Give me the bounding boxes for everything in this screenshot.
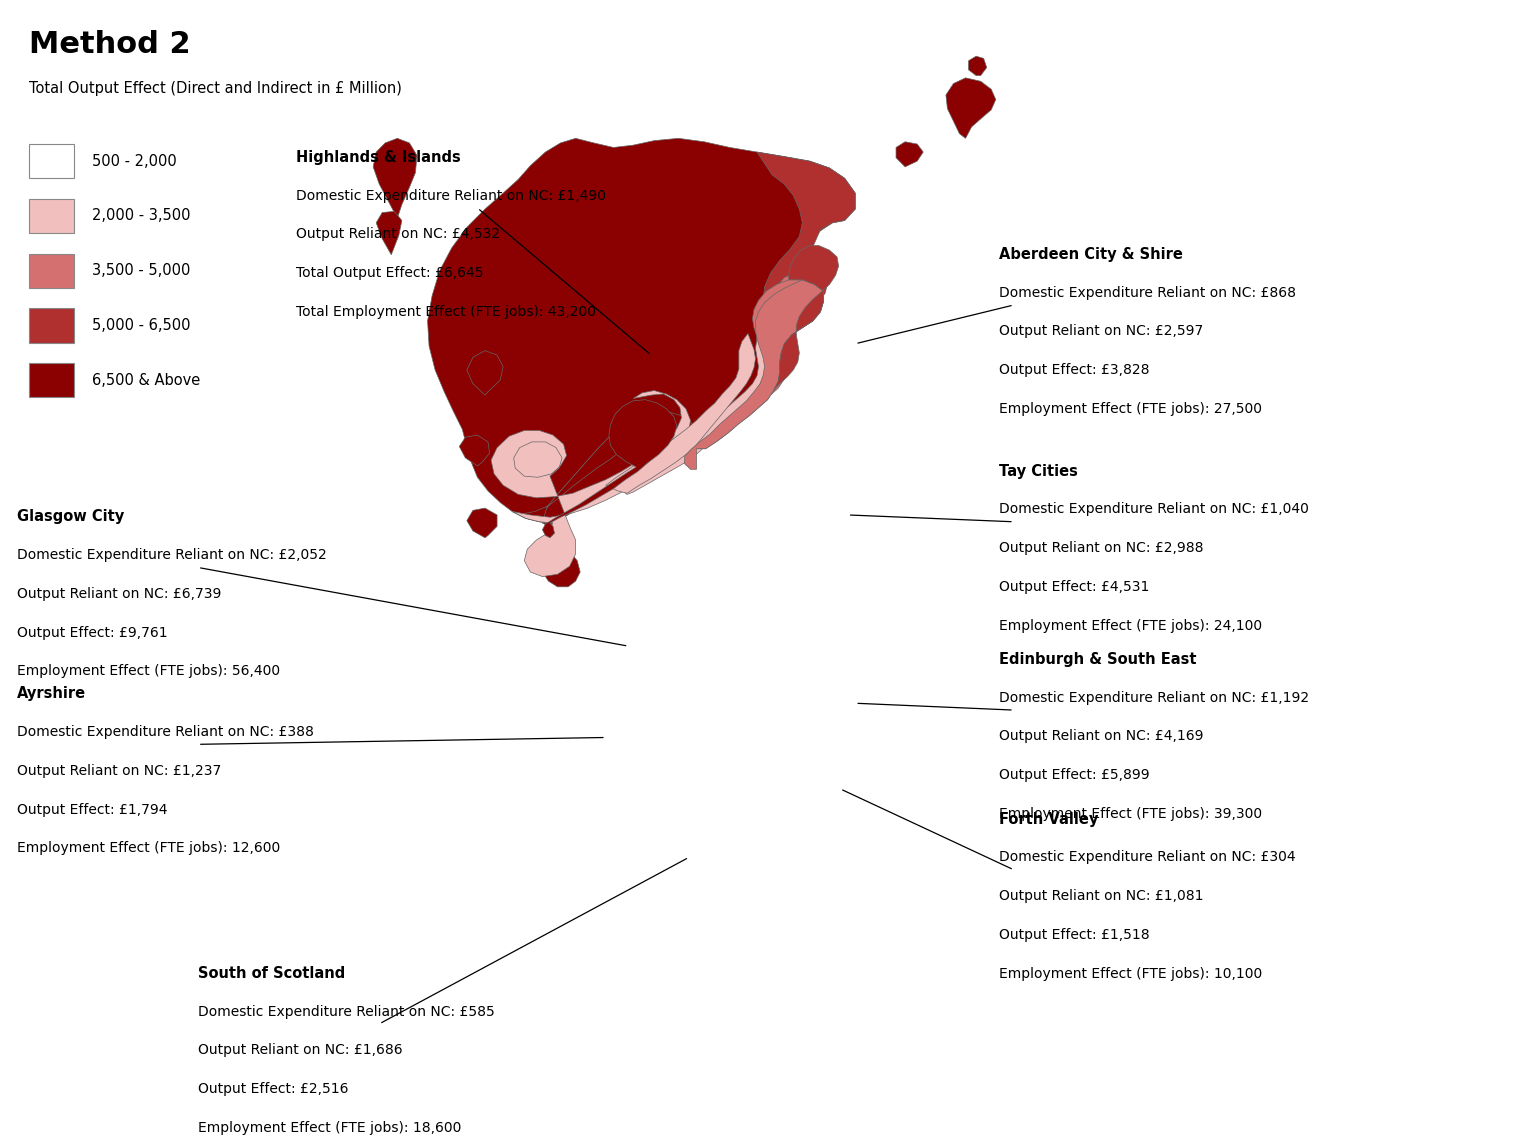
Text: Output Effect: £3,828: Output Effect: £3,828 [999, 363, 1149, 378]
Text: Employment Effect (FTE jobs): 27,500: Employment Effect (FTE jobs): 27,500 [999, 402, 1261, 416]
Text: Output Reliant on NC: £4,532: Output Reliant on NC: £4,532 [297, 228, 500, 241]
Text: Forth Valley: Forth Valley [999, 811, 1098, 827]
FancyBboxPatch shape [29, 309, 74, 342]
Text: Ayrshire: Ayrshire [17, 686, 86, 701]
Text: Employment Effect (FTE jobs): 18,600: Employment Effect (FTE jobs): 18,600 [198, 1121, 462, 1135]
Text: 5,000 - 6,500: 5,000 - 6,500 [92, 318, 191, 333]
Text: Output Reliant on NC: £1,081: Output Reliant on NC: £1,081 [999, 889, 1204, 904]
Polygon shape [946, 78, 996, 138]
Text: Domestic Expenditure Reliant on NC: £585: Domestic Expenditure Reliant on NC: £585 [198, 1004, 495, 1018]
Polygon shape [684, 280, 824, 469]
Text: Aberdeen City & Shire: Aberdeen City & Shire [999, 247, 1182, 262]
Polygon shape [512, 412, 651, 587]
Polygon shape [621, 326, 775, 494]
Polygon shape [696, 280, 824, 448]
Text: Total Output Effect (Direct and Indirect in £ Million): Total Output Effect (Direct and Indirect… [29, 81, 401, 96]
Text: Method 2: Method 2 [29, 30, 191, 59]
Polygon shape [542, 411, 693, 526]
Text: Output Effect: £2,516: Output Effect: £2,516 [198, 1082, 348, 1096]
Text: Employment Effect (FTE jobs): 24,100: Employment Effect (FTE jobs): 24,100 [999, 619, 1263, 633]
Polygon shape [372, 138, 416, 219]
Text: Domestic Expenditure Reliant on NC: £1,192: Domestic Expenditure Reliant on NC: £1,1… [999, 691, 1310, 705]
Text: Edinburgh & South East: Edinburgh & South East [999, 652, 1196, 667]
Text: Output Reliant on NC: £6,739: Output Reliant on NC: £6,739 [17, 587, 221, 601]
Text: Output Reliant on NC: £2,597: Output Reliant on NC: £2,597 [999, 325, 1204, 339]
Polygon shape [757, 152, 855, 340]
Text: Domestic Expenditure Reliant on NC: £388: Domestic Expenditure Reliant on NC: £388 [17, 725, 313, 739]
Text: 6,500 & Above: 6,500 & Above [92, 373, 200, 388]
Text: Employment Effect (FTE jobs): 12,600: Employment Effect (FTE jobs): 12,600 [17, 841, 280, 856]
Polygon shape [427, 138, 855, 523]
Text: Total Output Effect: £6,645: Total Output Effect: £6,645 [297, 267, 483, 280]
Text: Output Effect: £9,761: Output Effect: £9,761 [17, 626, 167, 639]
Text: Glasgow City: Glasgow City [17, 509, 124, 524]
Text: 3,500 - 5,000: 3,500 - 5,000 [92, 263, 191, 278]
Text: Employment Effect (FTE jobs): 10,100: Employment Effect (FTE jobs): 10,100 [999, 967, 1263, 980]
Text: Output Effect: £1,518: Output Effect: £1,518 [999, 928, 1149, 942]
Text: Domestic Expenditure Reliant on NC: £1,040: Domestic Expenditure Reliant on NC: £1,0… [999, 502, 1308, 516]
Text: Tay Cities: Tay Cities [999, 463, 1078, 478]
Polygon shape [696, 273, 822, 448]
Text: Output Reliant on NC: £2,988: Output Reliant on NC: £2,988 [999, 541, 1204, 555]
FancyBboxPatch shape [29, 363, 74, 397]
Text: Domestic Expenditure Reliant on NC: £1,490: Domestic Expenditure Reliant on NC: £1,4… [297, 189, 606, 202]
Polygon shape [542, 399, 677, 538]
Polygon shape [375, 212, 401, 255]
Polygon shape [459, 435, 489, 466]
Text: Domestic Expenditure Reliant on NC: £2,052: Domestic Expenditure Reliant on NC: £2,0… [17, 548, 326, 562]
Text: Output Reliant on NC: £1,686: Output Reliant on NC: £1,686 [198, 1043, 403, 1057]
Text: South of Scotland: South of Scotland [198, 966, 345, 980]
Text: Highlands & Islands: Highlands & Islands [297, 150, 460, 165]
FancyBboxPatch shape [29, 199, 74, 233]
Polygon shape [704, 302, 786, 442]
FancyBboxPatch shape [29, 254, 74, 288]
Text: Total Employment Effect (FTE jobs): 43,200: Total Employment Effect (FTE jobs): 43,2… [297, 305, 597, 319]
Text: Output Effect: £1,794: Output Effect: £1,794 [17, 803, 167, 817]
Polygon shape [969, 56, 987, 76]
Polygon shape [606, 334, 755, 493]
Polygon shape [774, 246, 839, 390]
Polygon shape [466, 350, 503, 395]
Text: Domestic Expenditure Reliant on NC: £304: Domestic Expenditure Reliant on NC: £304 [999, 850, 1296, 865]
Polygon shape [491, 390, 690, 577]
Text: Output Effect: £4,531: Output Effect: £4,531 [999, 580, 1149, 594]
Text: Employment Effect (FTE jobs): 39,300: Employment Effect (FTE jobs): 39,300 [999, 807, 1263, 821]
Text: 500 - 2,000: 500 - 2,000 [92, 153, 177, 168]
Polygon shape [466, 508, 497, 538]
FancyBboxPatch shape [29, 144, 74, 178]
Text: Domestic Expenditure Reliant on NC: £868: Domestic Expenditure Reliant on NC: £868 [999, 286, 1296, 300]
Text: Output Reliant on NC: £1,237: Output Reliant on NC: £1,237 [17, 764, 221, 778]
Text: Employment Effect (FTE jobs): 56,400: Employment Effect (FTE jobs): 56,400 [17, 665, 280, 678]
Text: Output Reliant on NC: £4,169: Output Reliant on NC: £4,169 [999, 730, 1204, 744]
Text: 2,000 - 3,500: 2,000 - 3,500 [92, 208, 191, 223]
Text: Output Effect: £5,899: Output Effect: £5,899 [999, 769, 1149, 782]
Polygon shape [896, 142, 924, 167]
